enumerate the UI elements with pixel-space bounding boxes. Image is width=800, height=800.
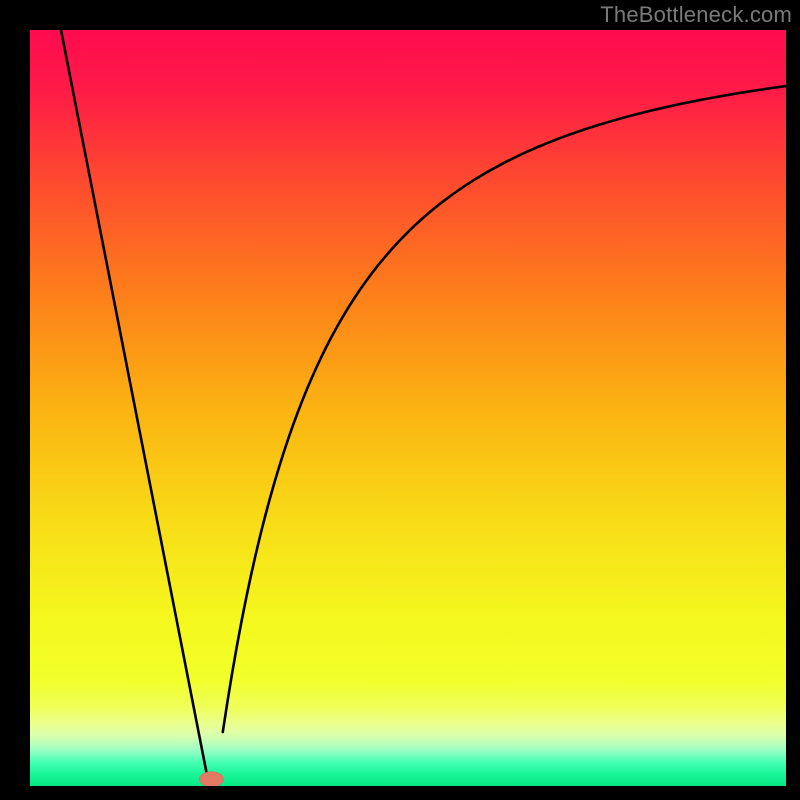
- minimum-dot-marker: [199, 772, 223, 786]
- watermark-text: TheBottleneck.com: [600, 2, 792, 28]
- frame-border-bottom: [0, 786, 800, 800]
- frame-border-right: [786, 0, 800, 800]
- plot-area: [30, 30, 786, 786]
- chart-container: TheBottleneck.com: [0, 0, 800, 800]
- frame-border-left: [0, 0, 30, 800]
- gradient-background: [30, 30, 786, 786]
